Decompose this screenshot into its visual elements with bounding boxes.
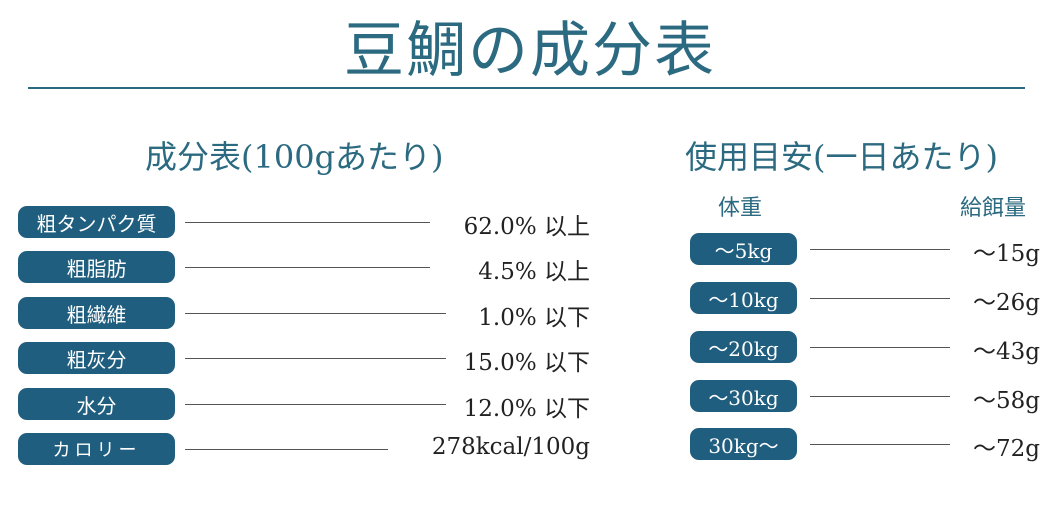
- weight-label: ～10kg: [690, 282, 797, 314]
- leader-line: [185, 222, 430, 223]
- composition-value: 1.0% 以下: [478, 305, 590, 331]
- weight-column-header: 体重: [718, 196, 763, 221]
- leader-line: [810, 298, 950, 299]
- composition-label: 粗タンパク質: [18, 206, 175, 238]
- weight-label: ～20kg: [690, 331, 797, 363]
- leader-line: [185, 313, 446, 314]
- feed-column-header: 給餌量: [960, 196, 1027, 221]
- feed-value: ～15g: [973, 241, 1040, 267]
- weight-label: 30kg～: [690, 428, 797, 460]
- composition-value: 15.0% 以下: [463, 350, 590, 376]
- composition-label: カロリー: [18, 433, 175, 465]
- feed-value: ～43g: [973, 339, 1040, 365]
- leader-line: [185, 267, 430, 268]
- leader-line: [810, 347, 950, 348]
- feed-value: ～72g: [973, 436, 1040, 462]
- leader-line: [810, 444, 950, 445]
- feed-value: ～58g: [973, 388, 1040, 414]
- leader-line: [810, 249, 950, 250]
- weight-label: ～30kg: [690, 380, 797, 412]
- page-title: 豆鯛の成分表: [344, 16, 716, 86]
- usage-heading: 使用目安(一日あたり): [685, 138, 998, 176]
- leader-line: [810, 396, 950, 397]
- title-divider: [28, 87, 1025, 89]
- leader-line: [185, 404, 446, 405]
- composition-value: 4.5% 以上: [478, 259, 590, 285]
- composition-value: 62.0% 以上: [463, 214, 590, 240]
- composition-label: 粗脂肪: [18, 251, 175, 283]
- feed-value: ～26g: [973, 290, 1040, 316]
- leader-line: [185, 358, 446, 359]
- weight-label: ～5kg: [690, 233, 797, 265]
- composition-value: 12.0% 以下: [463, 396, 590, 422]
- composition-label: 粗繊維: [18, 297, 175, 329]
- leader-line: [185, 449, 388, 450]
- composition-value: 278kcal/100g: [431, 434, 590, 460]
- composition-label: 水分: [18, 388, 175, 420]
- composition-label: 粗灰分: [18, 342, 175, 374]
- composition-heading: 成分表(100gあたり): [145, 138, 444, 176]
